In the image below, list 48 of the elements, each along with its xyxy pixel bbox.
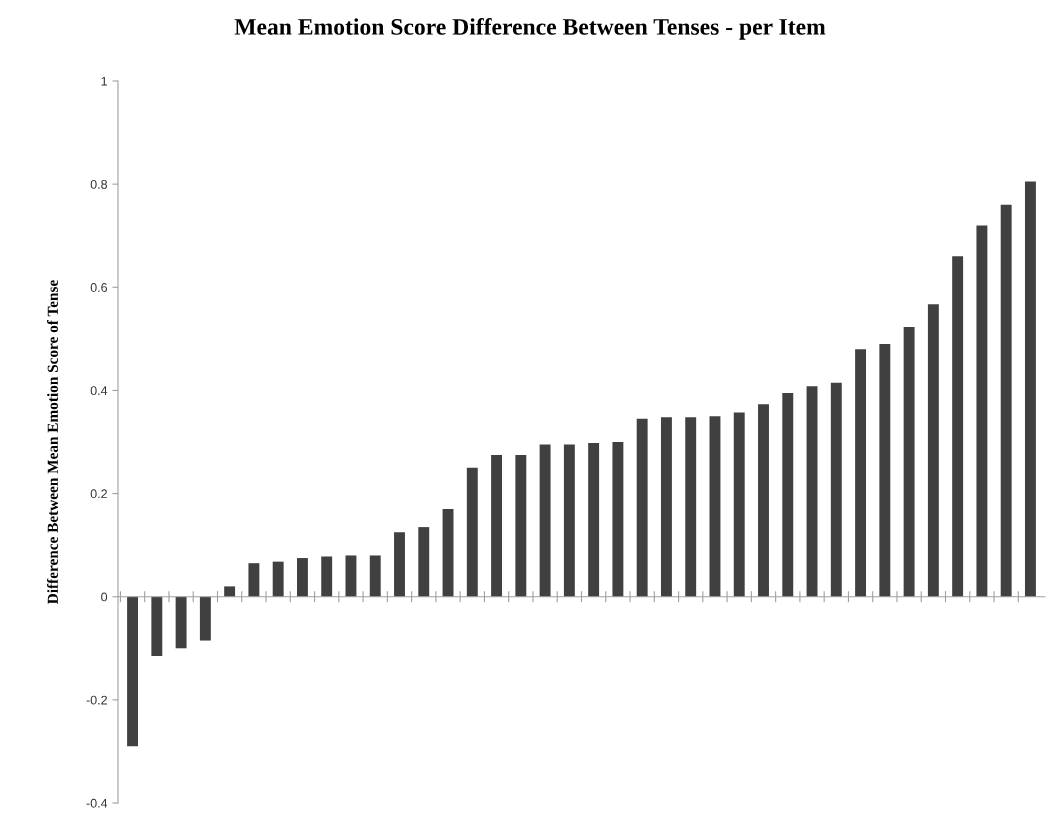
bar (466, 467, 478, 597)
bar (733, 412, 745, 597)
y-tick-label: 0 (101, 592, 108, 602)
bar (927, 304, 939, 597)
bar (903, 327, 915, 597)
bar (709, 416, 721, 597)
y-tick-label: 0.2 (90, 489, 107, 499)
bar (1000, 204, 1012, 597)
bar (418, 527, 430, 597)
y-tick-label: 0.4 (90, 386, 108, 396)
y-tick-label: 0.8 (90, 179, 108, 189)
bar (321, 556, 333, 597)
bar (175, 596, 187, 649)
bar (806, 386, 818, 597)
y-tick-label: 1 (101, 76, 107, 86)
bar (151, 596, 163, 657)
chart-title: Mean Emotion Score Difference Between Tenses - per Item (234, 17, 826, 40)
bar (758, 404, 769, 597)
bar (127, 596, 139, 747)
bar (272, 561, 284, 597)
bar (879, 344, 891, 597)
bar (636, 418, 648, 597)
bar (369, 555, 381, 597)
bar (296, 558, 308, 597)
bar (660, 417, 672, 597)
bar (442, 509, 454, 597)
bar (855, 349, 867, 597)
bar (248, 563, 260, 597)
y-axis-title: Difference Between Mean Emotion Score of Tense (47, 280, 58, 604)
bar (345, 555, 357, 597)
y-tick-label: -0.4 (86, 798, 108, 808)
bar (830, 382, 842, 597)
bar (976, 225, 988, 597)
bar (491, 454, 503, 597)
bar (563, 444, 575, 597)
bar (685, 417, 697, 597)
bar (612, 442, 624, 597)
bar (539, 444, 551, 597)
bar (515, 454, 527, 597)
bar (224, 586, 236, 597)
bar (952, 256, 964, 597)
bar (782, 393, 794, 597)
bar (394, 532, 405, 597)
y-tick-label: -0.2 (86, 695, 107, 705)
bar (199, 596, 211, 641)
bar (1024, 181, 1036, 597)
y-tick-label: 0.6 (90, 283, 108, 292)
bar (588, 443, 600, 597)
